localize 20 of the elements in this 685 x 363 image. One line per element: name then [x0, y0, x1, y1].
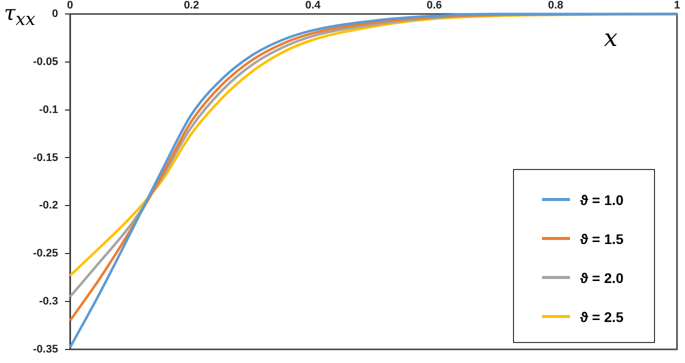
y-tick-label: -0.2: [39, 200, 58, 212]
x-tick-label: 0.4: [305, 0, 322, 12]
y-tick-label: -0.05: [32, 56, 58, 68]
legend-label: ϑ = 2.5: [580, 308, 624, 324]
y-axis-title: τ$_{xx}$: [4, 0, 36, 32]
legend-label: ϑ = 2.0: [580, 270, 624, 286]
y-tick-label: -0.25: [32, 248, 58, 260]
y-tick-label: -0.35: [32, 343, 58, 356]
x-axis-title: x: [604, 24, 618, 52]
x-tick-label: 0.8: [548, 0, 564, 12]
y-tick-label: -0.3: [39, 296, 58, 308]
x-tick-label: 0.6: [426, 0, 442, 12]
legend-label: ϑ = 1.0: [580, 192, 624, 208]
y-tick-label: -0.15: [32, 152, 58, 164]
y-tick-label: -0.1: [39, 104, 58, 116]
x-tick-label: 1: [674, 0, 680, 12]
legend-label: ϑ = 1.5: [580, 230, 624, 246]
x-tick-label: 0: [67, 0, 74, 12]
x-tick-label: 0.2: [184, 0, 200, 12]
y-tick-label: 0: [52, 8, 58, 20]
